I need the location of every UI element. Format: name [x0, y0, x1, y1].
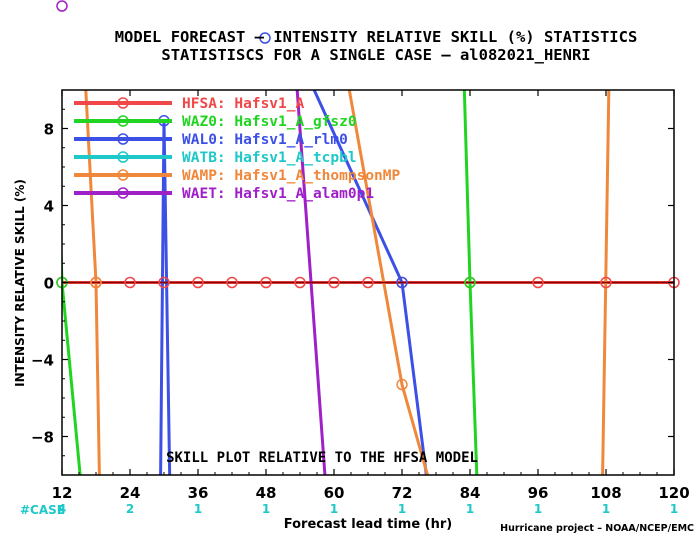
series-marker-2-1-1 [396, 276, 408, 289]
series-marker-0-0-2 [124, 276, 136, 289]
case-count-5: 1 [398, 502, 406, 516]
x-tick-label-2: 36 [188, 484, 209, 502]
legend-label-4: WAMP: Hafsv1_A_thompsonMP [182, 168, 401, 184]
legend-label-1: WAZ0: Hafsv1_A_gfsz0 [182, 114, 357, 130]
case-count-2: 1 [194, 502, 202, 516]
legend-marker-1 [117, 115, 129, 127]
x-tick-label-8: 108 [590, 484, 621, 502]
skill-annotation: SKILL PLOT RELATIVE TO THE HFSA MODEL [166, 450, 478, 466]
legend-marker-3 [117, 151, 129, 163]
case-count-9: 1 [670, 502, 678, 516]
legend-marker-4 [117, 169, 129, 181]
chart-subtitle: STATISTISCS FOR A SINGLE CASE – al082021… [161, 46, 590, 64]
series-marker-0-0-4 [192, 276, 204, 289]
x-tick-label-0: 12 [52, 484, 73, 502]
case-count-1: 2 [126, 502, 134, 516]
series-marker-0-0-5 [226, 276, 238, 289]
stray-marker-title [259, 32, 271, 44]
series-marker-0-0-6 [260, 276, 272, 289]
series-line-4-1 [347, 90, 429, 475]
case-count-0: 4 [58, 502, 66, 516]
legend-marker-0 [117, 97, 129, 109]
case-label: #CASE [20, 503, 65, 517]
y-tick-label-4: −8 [31, 429, 54, 447]
legend-marker-5 [117, 187, 129, 199]
case-count-6: 1 [466, 502, 474, 516]
case-count-8: 1 [602, 502, 610, 516]
legend-marker-2 [117, 133, 129, 145]
legend: HFSA: Hafsv1_A WAZ0: Hafsv1_A_gfsz0 WAL0: … [74, 96, 401, 202]
x-tick-label-6: 84 [460, 484, 481, 502]
series-marker-0-0-3 [158, 276, 170, 289]
x-tick-label-4: 60 [324, 484, 345, 502]
case-count-4: 1 [330, 502, 338, 516]
y-tick-label-2: 0 [44, 275, 54, 293]
legend-label-5: WAET: Hafsv1_A_alam0p1 [182, 186, 374, 202]
legend-label-0: HFSA: Hafsv1_A [182, 96, 304, 112]
x-tick-label-1: 24 [120, 484, 141, 502]
legend-label-2: WAL0: Hafsv1_A_rlm0 [182, 132, 348, 148]
case-count-7: 1 [534, 502, 542, 516]
series-marker-4-1-1 [396, 378, 408, 391]
legend-label-3: WATB: Hafsv1_A_tcpbl [182, 150, 357, 166]
x-tick-label-9: 120 [658, 484, 689, 502]
series-marker-4-0-1 [90, 276, 102, 289]
x-axis-label: Forecast lead time (hr) [284, 517, 452, 532]
series-marker-0-0-12 [532, 276, 544, 289]
series-marker-1-1-1 [464, 276, 476, 289]
series-marker-0-0-13 [600, 276, 612, 289]
y-tick-label-0: 8 [44, 121, 54, 139]
credit-text: Hurricane project – NOAA/NCEP/EMC [500, 523, 694, 533]
stray-marker-top-left [56, 0, 68, 12]
series-marker-0-0-7 [294, 276, 306, 289]
x-tick-label-7: 96 [528, 484, 549, 502]
series-marker-0-0-8 [328, 276, 340, 289]
chart-title: MODEL FORECAST – INTENSITY RELATIVE SKIL… [115, 28, 638, 46]
y-axis-label: INTENSITY RELATIVE SKILL (%) [13, 179, 27, 387]
x-tick-label-3: 48 [256, 484, 277, 502]
x-tick-label-5: 72 [392, 484, 413, 502]
series-line-1-0 [62, 236, 82, 475]
y-tick-label-1: 4 [44, 198, 54, 216]
y-tick-label-3: −4 [31, 352, 54, 370]
series-marker-0-0-9 [362, 276, 374, 289]
case-count-3: 1 [262, 502, 270, 516]
